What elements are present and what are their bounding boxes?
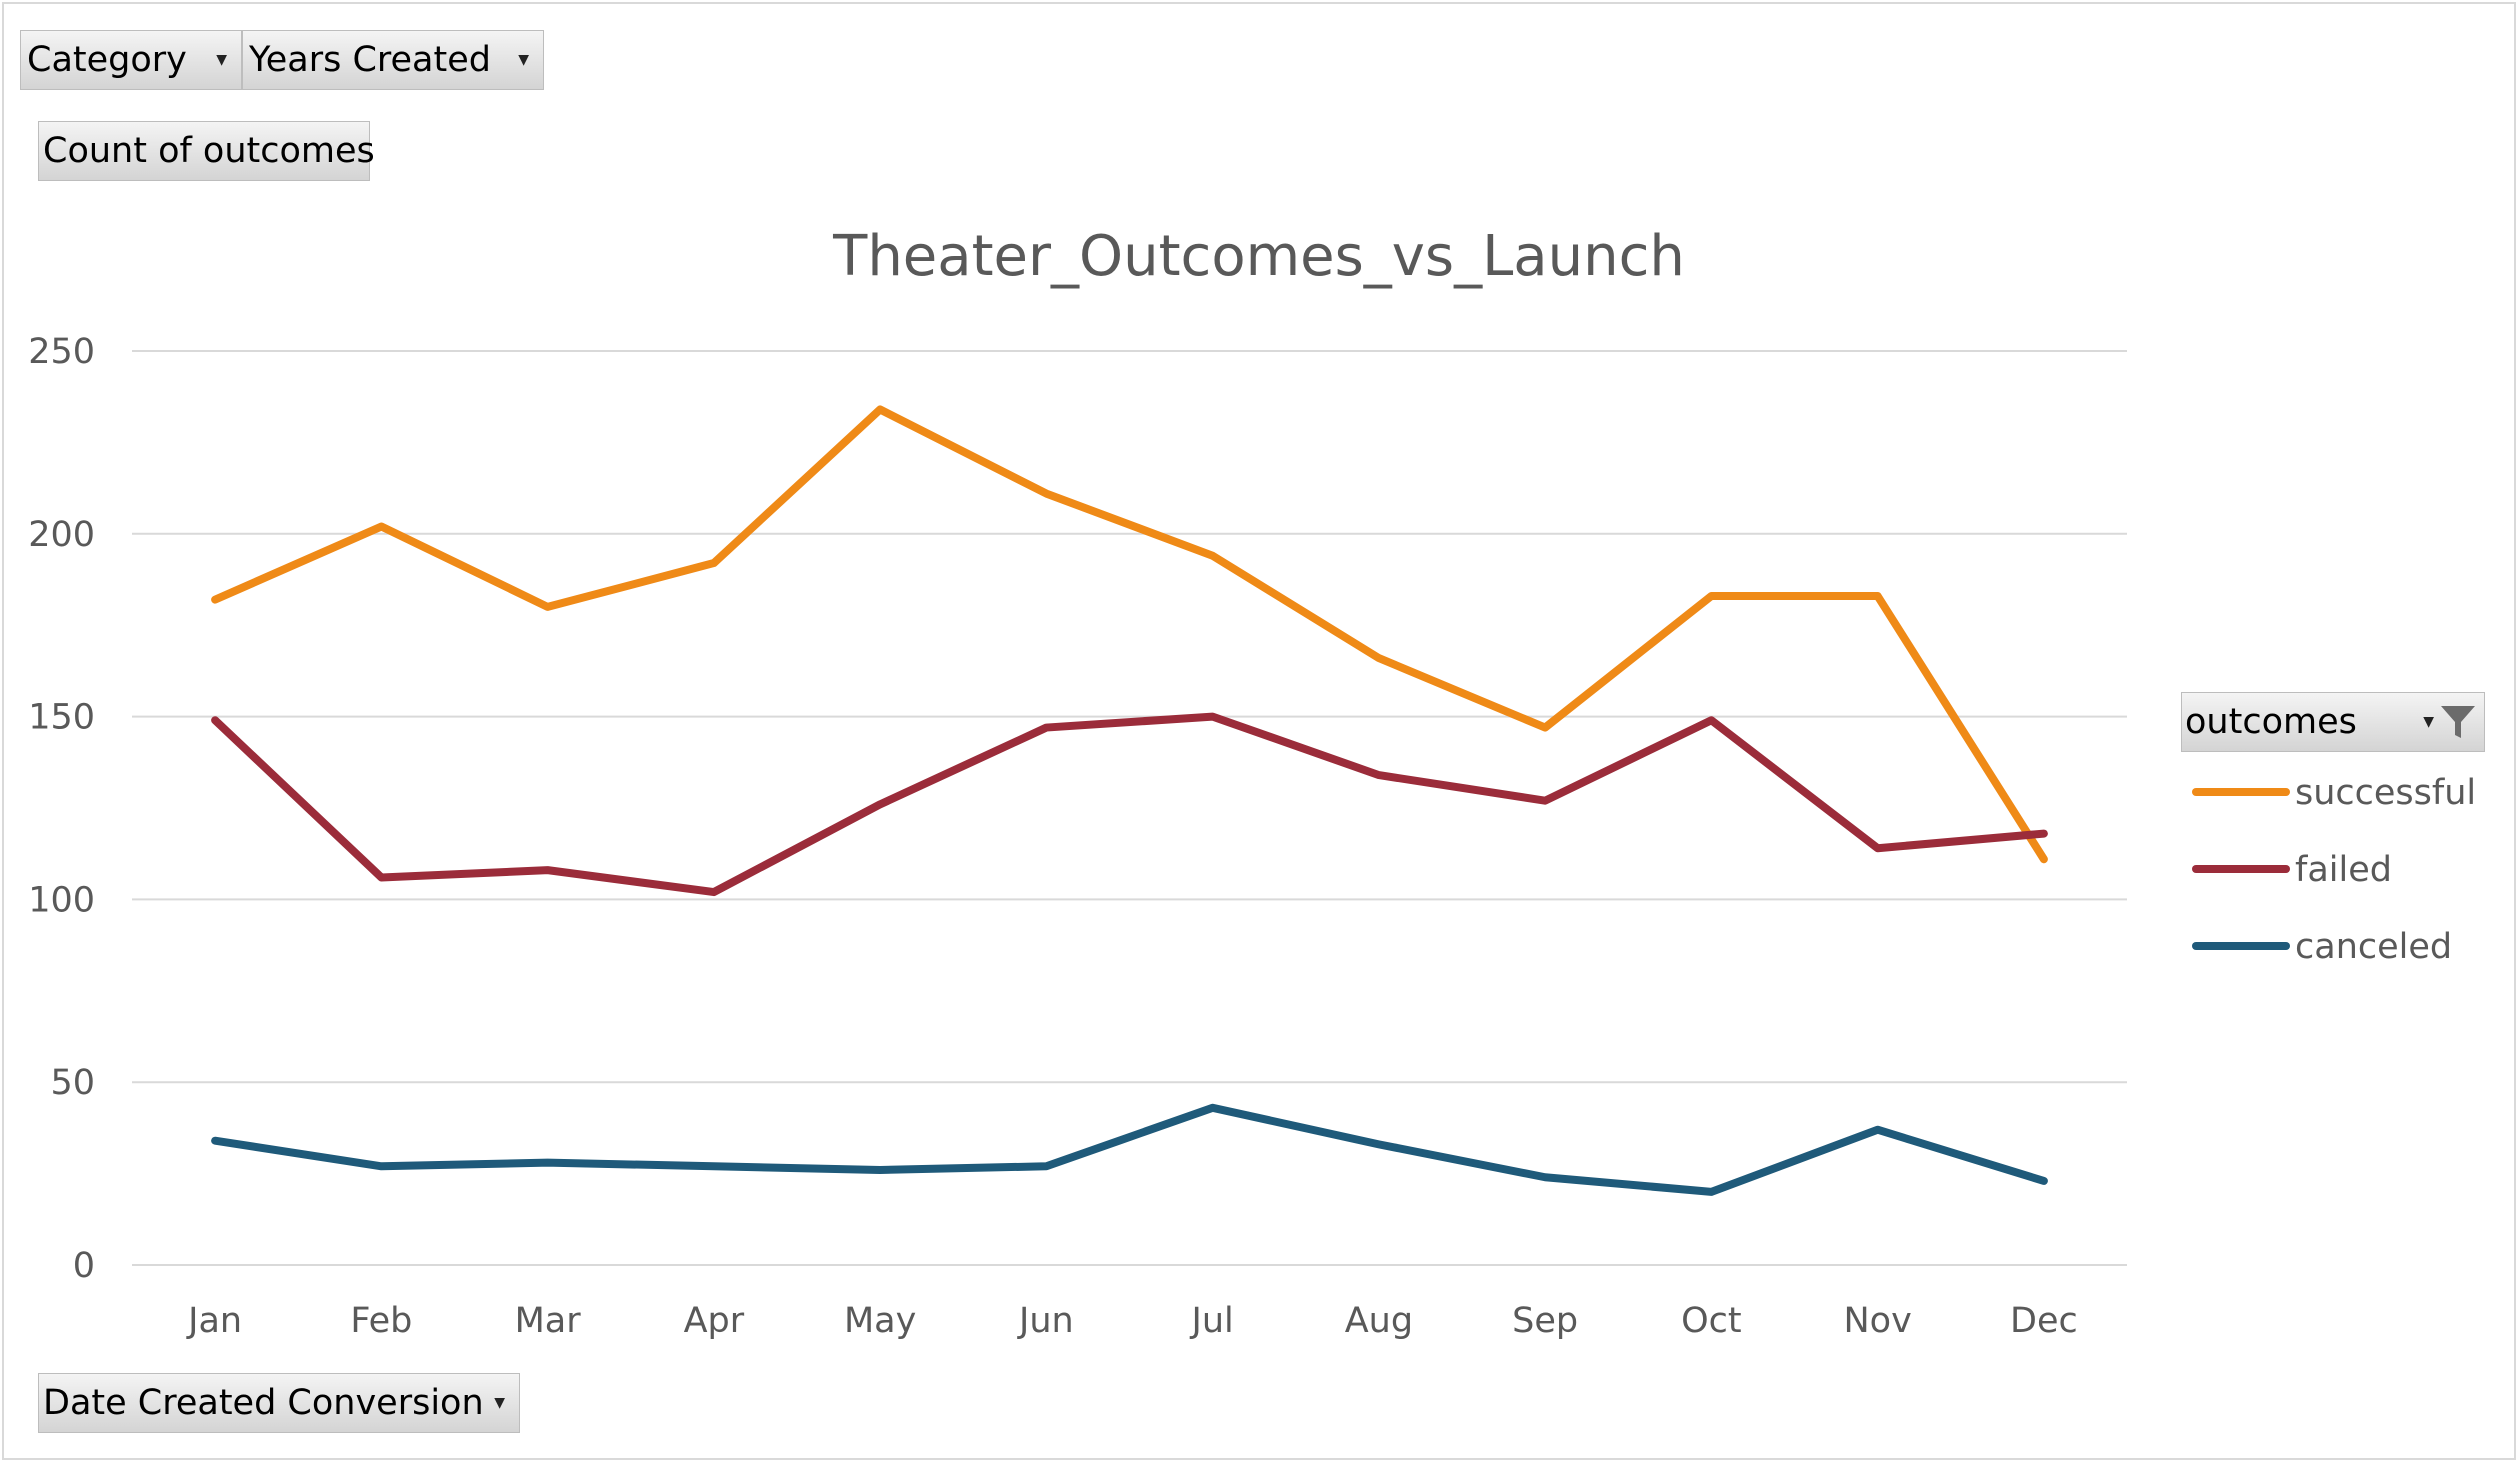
chevron-down-icon[interactable]: ▼ bbox=[2423, 714, 2434, 730]
category-filter-button[interactable]: Category ▼ bbox=[20, 30, 242, 90]
x-tick-label-nov: Nov bbox=[1843, 1301, 1911, 1341]
y-tick-label: 100 bbox=[28, 880, 95, 920]
x-tick-label-feb: Feb bbox=[350, 1301, 412, 1341]
values-field-label: Count of outcomes bbox=[43, 131, 375, 171]
y-tick-label: 250 bbox=[28, 332, 95, 372]
y-axis-ticks: 0 50 100 150 200 250 bbox=[28, 332, 95, 1286]
x-tick-label-apr: Apr bbox=[684, 1301, 745, 1341]
y-tick-label: 0 bbox=[73, 1246, 95, 1286]
x-tick-label-mar: Mar bbox=[515, 1301, 582, 1341]
x-tick-label-may: May bbox=[844, 1301, 916, 1341]
x-axis-ticks: Jan Feb Mar Apr May Jun Jul Aug Sep Oct Nov Dec bbox=[186, 1301, 2078, 1341]
legend: successful failed canceled bbox=[2192, 773, 2476, 967]
filter-funnel-icon[interactable] bbox=[2438, 702, 2478, 742]
series-line-successful bbox=[211, 405, 2048, 864]
values-field-button[interactable]: Count of outcomes bbox=[38, 121, 375, 181]
legend-entry-successful[interactable]: successful bbox=[2295, 773, 2476, 813]
x-tick-label-oct: Oct bbox=[1681, 1301, 1742, 1341]
chevron-down-icon[interactable]: ▼ bbox=[216, 52, 227, 68]
legend-field-button[interactable]: outcomes ▼ bbox=[2181, 692, 2485, 752]
legend-entry-canceled[interactable]: canceled bbox=[2295, 927, 2452, 967]
x-tick-label-jan: Jan bbox=[186, 1301, 242, 1341]
years-created-filter-label: Years Created bbox=[249, 40, 491, 80]
x-tick-label-jul: Jul bbox=[1190, 1301, 1234, 1341]
years-created-filter-button[interactable]: Years Created ▼ bbox=[242, 30, 544, 90]
y-tick-label: 200 bbox=[28, 515, 95, 555]
legend-field-label: outcomes bbox=[2185, 702, 2357, 742]
x-tick-label-sep: Sep bbox=[1512, 1301, 1578, 1341]
legend-entry-failed[interactable]: failed bbox=[2295, 850, 2392, 890]
chart-title: Theater_Outcomes_vs_Launch bbox=[832, 224, 1685, 289]
y-tick-label: 150 bbox=[28, 698, 95, 738]
series-line-canceled bbox=[211, 1103, 2048, 1196]
x-tick-label-jun: Jun bbox=[1017, 1301, 1074, 1341]
chevron-down-icon[interactable]: ▼ bbox=[518, 52, 529, 68]
x-tick-label-aug: Aug bbox=[1345, 1301, 1413, 1341]
category-filter-label: Category bbox=[27, 40, 187, 80]
chevron-down-icon[interactable]: ▼ bbox=[494, 1395, 505, 1411]
axis-field-button[interactable]: Date Created Conversion ▼ bbox=[38, 1373, 520, 1433]
series-line-failed bbox=[211, 712, 2048, 897]
gridlines bbox=[132, 350, 2127, 1266]
series-lines bbox=[211, 405, 2048, 1196]
axis-field-label: Date Created Conversion bbox=[43, 1383, 484, 1423]
x-tick-label-dec: Dec bbox=[2010, 1301, 2078, 1341]
y-tick-label: 50 bbox=[50, 1063, 95, 1103]
